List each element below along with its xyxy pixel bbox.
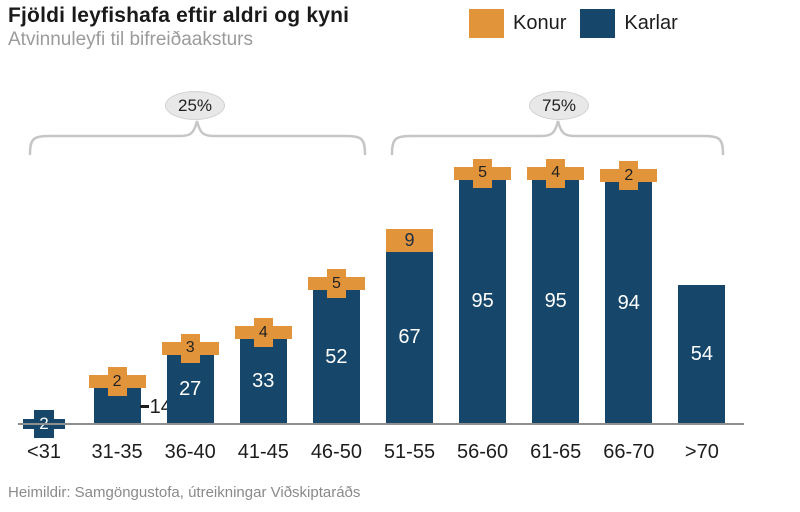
bar-56-60-women-value: 5 [478, 164, 488, 182]
bar-61-65-men [532, 179, 580, 424]
bar-66-70-men-value: 94 [617, 291, 640, 314]
legend-swatch-karlar [580, 9, 616, 38]
bar-61-65-women-value: 4 [551, 164, 561, 182]
bar-gt70-men [678, 285, 726, 424]
bar-66-70-women-value: 2 [624, 166, 634, 184]
bar-41-45-men-value: 33 [252, 370, 275, 393]
source-note: Heimildir: Samgöngustofa, útreikningar V… [8, 484, 361, 501]
bar-46-50-women [307, 277, 365, 291]
bar-56-60-women [454, 166, 512, 180]
bar-36-40-men [166, 354, 214, 424]
bar-61-65-men-value: 95 [544, 290, 567, 313]
bar-51-55-men-value: 67 [398, 326, 421, 349]
bar-31-35-women-value: 2 [112, 372, 122, 390]
bar-51-55-women-value: 9 [404, 229, 415, 250]
bar-36-40-women-value: 3 [185, 339, 195, 357]
bar-36-40-men-value: 27 [179, 377, 202, 400]
page-title: Fjöldi leyfishafa eftir aldri og kyni [8, 4, 350, 27]
group-share-badge-right: 75% [529, 91, 589, 120]
legend-swatch-konur [469, 9, 504, 38]
bar-46-50-men-value: 52 [325, 345, 348, 368]
group-share-badge-left: 25% [165, 91, 225, 120]
bar-31-35-men-value: 14 [149, 395, 172, 418]
legend-label-karlar: Karlar [624, 12, 678, 34]
bar-41-45-women [234, 326, 292, 340]
x-axis-line [18, 423, 744, 425]
bar-66-70-women [600, 169, 658, 183]
bar-46-50-women-value: 5 [331, 274, 341, 292]
bar-41-45-men [239, 339, 287, 424]
bar-51-55-women [386, 228, 433, 252]
bar-gt70-men-value: 54 [690, 343, 714, 366]
bar-51-55-men [386, 251, 433, 424]
legend-label-konur: Konur [513, 12, 567, 34]
bar-31-35-men-leader [139, 405, 149, 409]
bar-56-60-men-value: 95 [471, 290, 494, 313]
page-subtitle: Atvinnuleyfi til bifreiðaaksturs [8, 29, 253, 50]
bar-66-70-men [605, 182, 653, 424]
bar-36-40-women [161, 341, 219, 355]
bar-61-65-women [527, 166, 585, 180]
legend: Konur Karlar [469, 9, 678, 38]
bar-31-35-women [88, 375, 146, 389]
bar-56-60-men [459, 179, 507, 424]
bar-41-45-women-value: 4 [258, 323, 268, 341]
bar-46-50-men [312, 290, 360, 424]
